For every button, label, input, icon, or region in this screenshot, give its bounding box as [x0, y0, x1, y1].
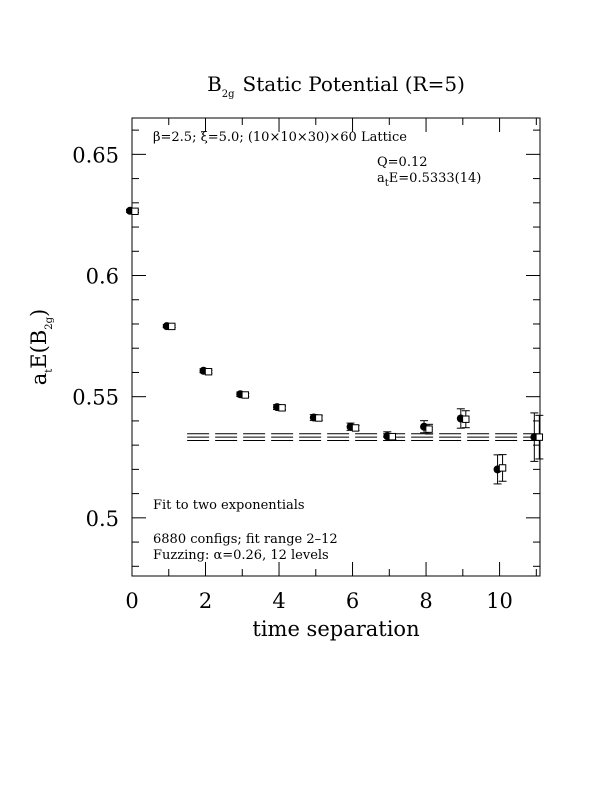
y-tick-label: 0.6	[86, 265, 119, 289]
ylabel-sub-2g: 2g	[44, 316, 55, 329]
axis-ticks	[131, 118, 540, 576]
x-axis-label: time separation	[252, 617, 419, 641]
data-point-square	[425, 425, 433, 433]
fit-annotation: Fit to two exponentials	[153, 498, 305, 513]
y-tick-label: 0.65	[72, 143, 119, 167]
x-tick-label: 8	[419, 589, 432, 613]
x-tick-label: 4	[272, 589, 285, 613]
data-point-square	[498, 464, 507, 472]
data-point-square	[241, 391, 249, 399]
plot-frame	[131, 117, 541, 577]
x-tick-label: 2	[199, 589, 212, 613]
data-point-square	[351, 424, 360, 432]
title-main: B	[207, 72, 222, 96]
title-rest: Static Potential (R=5)	[243, 72, 465, 96]
energy-rest: E=0.5333(14)	[389, 171, 482, 186]
q-annotation: Q=0.12	[377, 155, 428, 170]
ylabel-main: a	[27, 373, 51, 386]
x-tick-label: 10	[486, 589, 513, 613]
title-sub: 2g	[222, 89, 235, 100]
y-axis-label: atE(B2g)	[27, 309, 55, 386]
y-tick-labels: 0.5 0.55 0.6 0.65	[72, 143, 119, 530]
data-point-square	[278, 404, 286, 412]
chart-title: B2g Static Potential (R=5)	[207, 72, 465, 100]
data-point-square	[204, 368, 213, 376]
data-point-square	[315, 414, 323, 422]
data-point-square	[131, 207, 139, 215]
data-point-square	[462, 415, 470, 423]
data-point-square	[388, 432, 396, 441]
ylabel-sub-t: t	[44, 369, 55, 373]
configs-annotation: 6880 configs; fit range 2–12	[153, 532, 338, 547]
energy-main: a	[377, 171, 385, 186]
fuzzing-annotation: Fuzzing: α=0.26, 12 levels	[153, 548, 329, 563]
fit-band	[187, 433, 540, 442]
y-tick-label: 0.5	[86, 507, 119, 531]
data-point-square	[535, 433, 544, 441]
ylabel-mid: E(B	[27, 330, 51, 369]
ylabel-end: )	[27, 309, 51, 317]
y-tick-label: 0.55	[72, 386, 119, 410]
x-tick-label: 6	[346, 589, 359, 613]
x-tick-labels: 0 2 4 6 8 10	[125, 589, 513, 613]
x-tick-label: 0	[125, 589, 138, 613]
energy-annotation: atE=0.5333(14)	[377, 171, 481, 189]
lattice-annotation: β=2.5; ξ=5.0; (10×10×30)×60 Lattice	[153, 130, 407, 145]
data-points	[126, 206, 544, 485]
energy-sub: t	[385, 178, 389, 189]
data-point-square	[168, 322, 176, 331]
